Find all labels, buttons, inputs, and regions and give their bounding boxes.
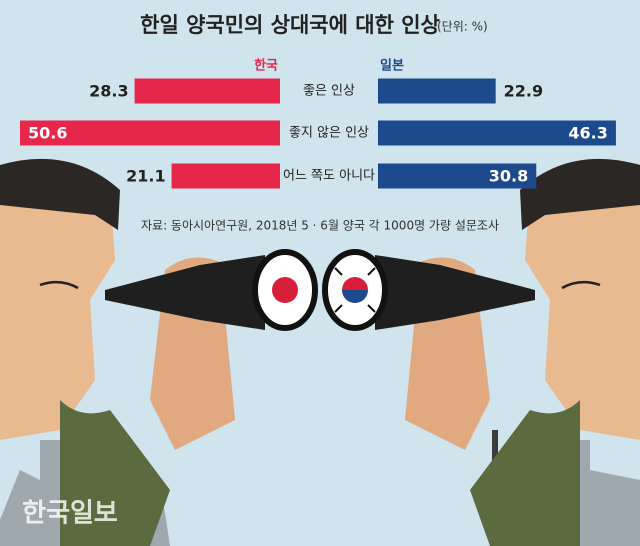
category-label: 좋지 않은 인상	[289, 126, 369, 141]
watermark: 한국일보	[22, 499, 118, 529]
chart-title: 한일 양국민의 상대국에 대한 인상	[140, 13, 440, 37]
value-label: 21.1	[126, 167, 165, 186]
illustration	[0, 158, 640, 546]
bar	[378, 163, 537, 189]
value-label: 22.9	[504, 82, 543, 101]
source: 자료: 동아시아연구원, 2018년 5 · 6월 양국 각 1000명 가량 …	[141, 219, 499, 233]
bar	[171, 163, 280, 189]
bar	[378, 78, 496, 104]
value-label: 30.8	[489, 167, 528, 186]
legend-label: 일본	[380, 59, 404, 74]
bar	[134, 78, 280, 104]
bar	[20, 120, 280, 146]
legend-label: 한국	[254, 58, 278, 74]
value-label: 28.3	[89, 82, 128, 101]
category-label: 좋은 인상	[303, 84, 355, 99]
value-label: 46.3	[568, 124, 607, 143]
category-label: 어느 쪽도 아니다	[283, 169, 375, 184]
bar	[378, 120, 616, 146]
value-label: 50.6	[28, 124, 67, 143]
chart-subtitle: (단위: %)	[437, 20, 488, 34]
